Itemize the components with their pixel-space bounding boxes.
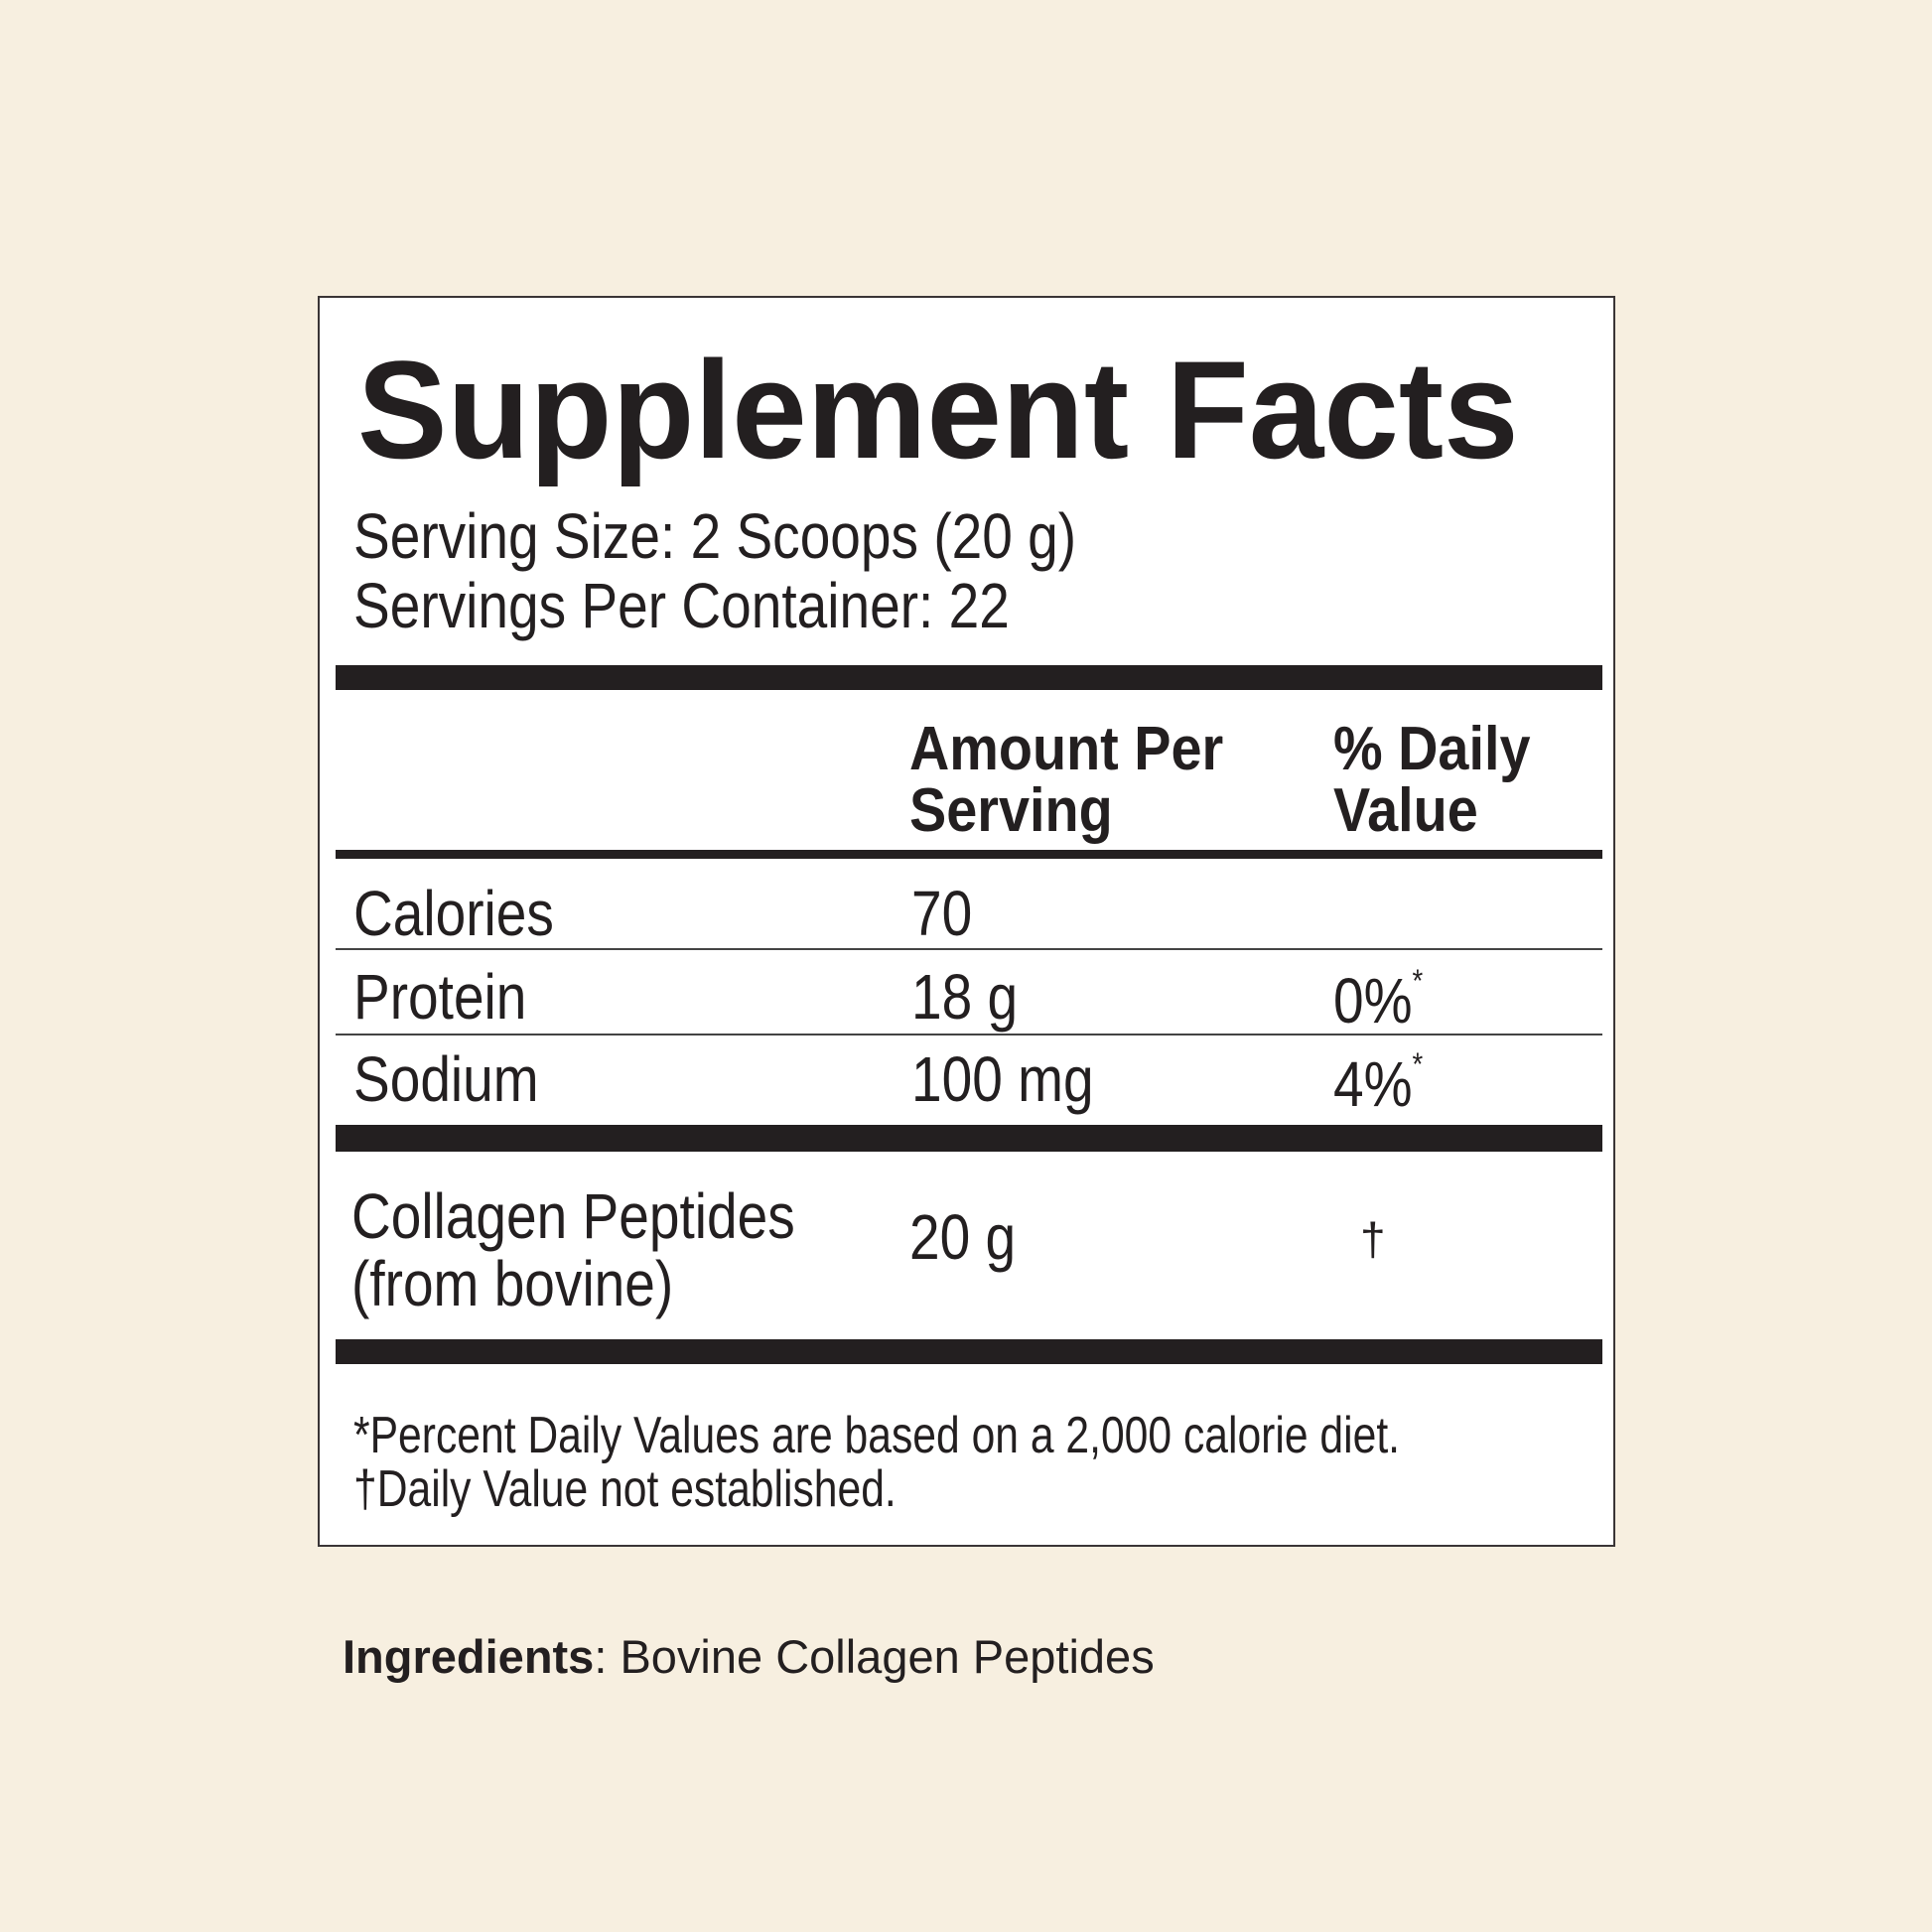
row-amount: 70 bbox=[911, 878, 973, 949]
header-amount-line2: Serving bbox=[909, 776, 1113, 845]
dv-value: 4% bbox=[1333, 1048, 1413, 1120]
row-dv: 0%* bbox=[1333, 965, 1423, 1033]
ingredients-statement: Ingredients: Bovine Collagen Peptides bbox=[343, 1633, 1155, 1680]
collagen-name-line2: (from bovine) bbox=[351, 1248, 674, 1319]
row-name: Calories bbox=[353, 878, 554, 949]
row-name: Sodium bbox=[353, 1043, 539, 1115]
divider-thin bbox=[336, 1034, 1602, 1035]
divider-thick bbox=[336, 1339, 1602, 1364]
ingredients-value: : Bovine Collagen Peptides bbox=[594, 1630, 1155, 1683]
footnote-dv-not-established: †Daily Value not established. bbox=[353, 1460, 897, 1518]
ingredients-label: Ingredients bbox=[343, 1630, 595, 1683]
header-dv-line2: Value bbox=[1333, 776, 1478, 845]
collagen-name-line1: Collagen Peptides bbox=[351, 1180, 795, 1252]
row-name: Protein bbox=[353, 961, 527, 1033]
divider-medium bbox=[336, 850, 1602, 859]
header-dv-line1: % Daily bbox=[1333, 715, 1531, 783]
row-dv: 4%* bbox=[1333, 1048, 1423, 1116]
row-amount: 100 mg bbox=[911, 1043, 1094, 1115]
row-amount: 18 g bbox=[911, 961, 1019, 1033]
asterisk-mark: * bbox=[1412, 963, 1424, 999]
dagger-mark: † bbox=[1360, 1213, 1386, 1265]
supplement-facts-panel bbox=[318, 296, 1615, 1547]
asterisk-mark: * bbox=[1412, 1046, 1424, 1082]
collagen-amount: 20 g bbox=[909, 1201, 1017, 1273]
dv-value: 0% bbox=[1333, 965, 1413, 1036]
divider-thick bbox=[336, 665, 1602, 690]
divider-thick bbox=[336, 1125, 1602, 1152]
footnote-percent-dv: *Percent Daily Values are based on a 2,0… bbox=[353, 1407, 1401, 1464]
panel-title: Supplement Facts bbox=[357, 332, 1519, 487]
serving-size: Serving Size: 2 Scoops (20 g) bbox=[353, 500, 1077, 572]
servings-per-container: Servings Per Container: 22 bbox=[353, 570, 1010, 641]
header-amount-line1: Amount Per bbox=[909, 715, 1224, 783]
divider-thin bbox=[336, 948, 1602, 950]
